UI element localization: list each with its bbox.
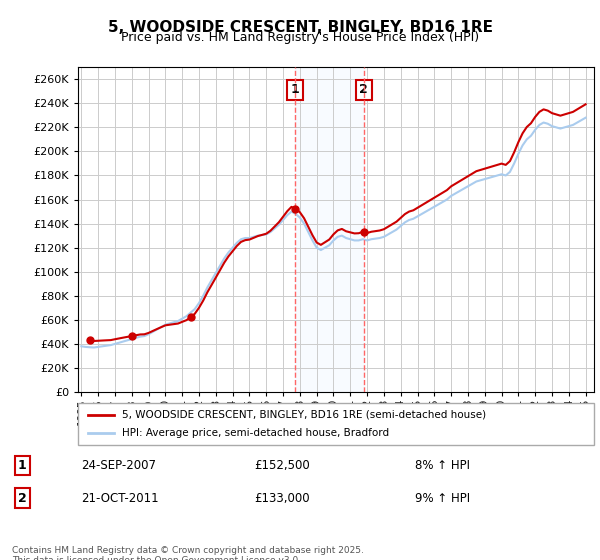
- Text: 9% ↑ HPI: 9% ↑ HPI: [415, 492, 470, 505]
- Text: Price paid vs. HM Land Registry's House Price Index (HPI): Price paid vs. HM Land Registry's House …: [121, 31, 479, 44]
- Text: £133,000: £133,000: [254, 492, 310, 505]
- Text: 2: 2: [359, 83, 368, 96]
- Text: 1: 1: [18, 459, 26, 472]
- Text: 5, WOODSIDE CRESCENT, BINGLEY, BD16 1RE: 5, WOODSIDE CRESCENT, BINGLEY, BD16 1RE: [107, 20, 493, 35]
- Text: Contains HM Land Registry data © Crown copyright and database right 2025.
This d: Contains HM Land Registry data © Crown c…: [12, 546, 364, 560]
- Text: 2: 2: [18, 492, 26, 505]
- Text: HPI: Average price, semi-detached house, Bradford: HPI: Average price, semi-detached house,…: [122, 428, 389, 438]
- Bar: [295, 67, 364, 392]
- Text: 5, WOODSIDE CRESCENT, BINGLEY, BD16 1RE (semi-detached house): 5, WOODSIDE CRESCENT, BINGLEY, BD16 1RE …: [122, 410, 486, 420]
- Text: 1: 1: [291, 83, 300, 96]
- Text: £152,500: £152,500: [254, 459, 310, 472]
- Text: 24-SEP-2007: 24-SEP-2007: [81, 459, 156, 472]
- Text: 21-OCT-2011: 21-OCT-2011: [81, 492, 159, 505]
- Text: 8% ↑ HPI: 8% ↑ HPI: [415, 459, 470, 472]
- FancyBboxPatch shape: [78, 403, 594, 445]
